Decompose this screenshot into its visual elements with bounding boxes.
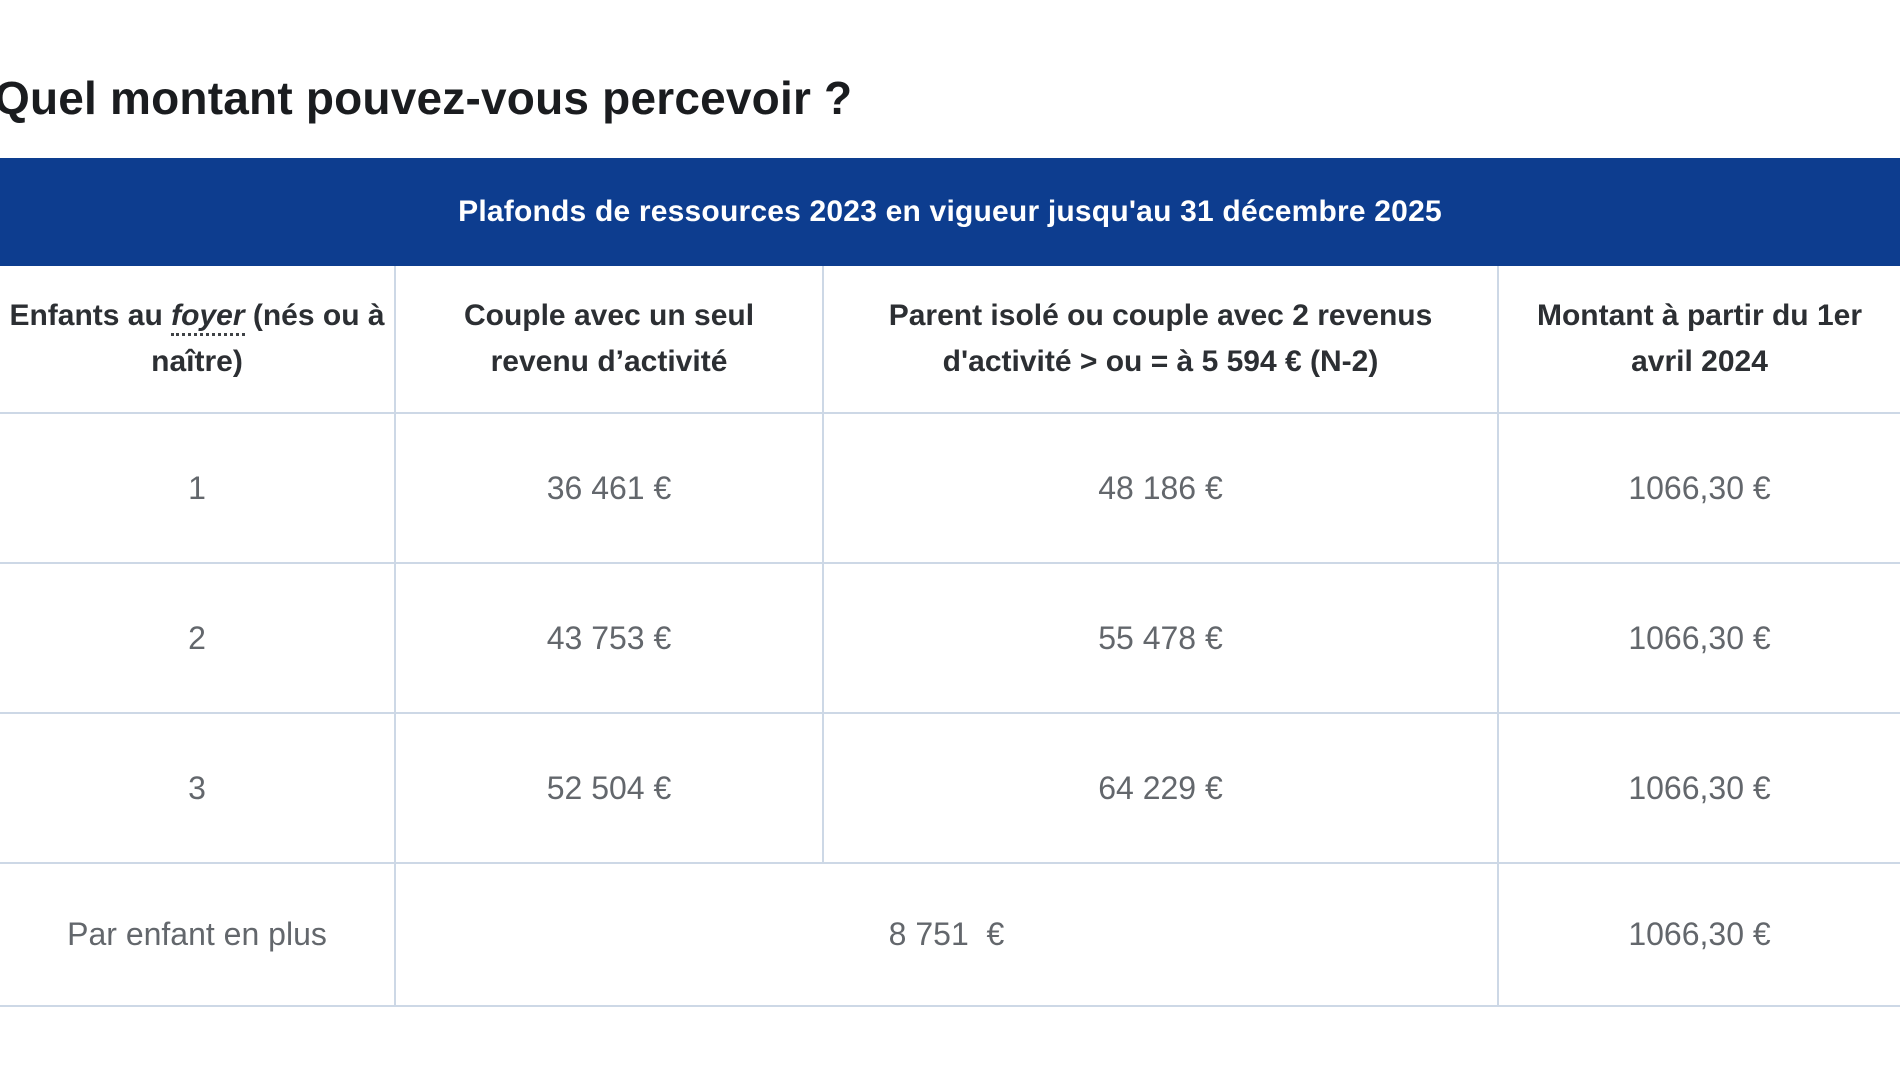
header-children-label: Enfants au foyer (nés ou à naître) [0,293,394,386]
cell-extra-child-label: Par enfant en plus [0,864,396,1006]
cell-children-count: 3 [0,714,396,863]
header-cell-amount: Montant à partir du 1er avril 2024 [1499,266,1900,412]
header-amount-label: Montant à partir du 1er avril 2024 [1536,298,1863,379]
cell-dual-income-ceiling: 55 478 € [824,564,1499,713]
resource-ceiling-table: Enfants au foyer (nés ou à naître) Coupl… [0,266,1900,1008]
header-dual-income-label: Parent isolé ou couple avec 2 revenus d'… [888,298,1433,379]
cell-amount: 1066,30 € [1628,769,1771,806]
table-caption-text: Plafonds de ressources 2023 en vigueur j… [458,195,1442,229]
header-children-label-before: Enfants au [9,298,172,332]
header-children-label-after: (nés ou à naître) [151,298,385,379]
page-title: Quel montant pouvez-vous percevoir ? [0,72,853,124]
cell-children-count: 2 [0,564,396,713]
table-row: 3 52 504 € 64 229 € 1066,30 € [0,714,1900,865]
cell-amount: 1066,30 € [1628,619,1771,656]
header-cell-dual-income: Parent isolé ou couple avec 2 revenus d'… [824,266,1499,413]
table-caption-bar: Plafonds de ressources 2023 en vigueur j… [0,158,1900,267]
cell-extra-child-merged-ceiling: 8 751 € [396,864,1499,1006]
table-row-per-extra-child: Par enfant en plus 8 751 € 1066,30 € [0,864,1900,1008]
cell-dual-income-ceiling: 48 186 € [824,414,1499,563]
header-cell-children: Enfants au foyer (nés ou à naître) [0,266,396,413]
cell-single-income-ceiling: 52 504 € [396,714,824,863]
term-foyer[interactable]: foyer [171,298,245,336]
cell-amount: 1066,30 € [1628,469,1771,506]
cell-extra-child-amount: 1066,30 € [1628,916,1771,953]
table-header-row: Enfants au foyer (nés ou à naître) Coupl… [0,266,1900,415]
cell-single-income-ceiling: 36 461 € [396,414,824,563]
header-cell-single-income: Couple avec un seul revenu d’activité [396,266,824,413]
table-row: 1 36 461 € 48 186 € 1066,30 € [0,414,1900,565]
header-single-income-label: Couple avec un seul revenu d’activité [463,298,755,379]
cell-children-count: 1 [0,414,396,563]
table-row: 2 43 753 € 55 478 € 1066,30 € [0,564,1900,715]
cell-dual-income-ceiling: 64 229 € [824,714,1499,863]
cell-single-income-ceiling: 43 753 € [396,564,824,713]
